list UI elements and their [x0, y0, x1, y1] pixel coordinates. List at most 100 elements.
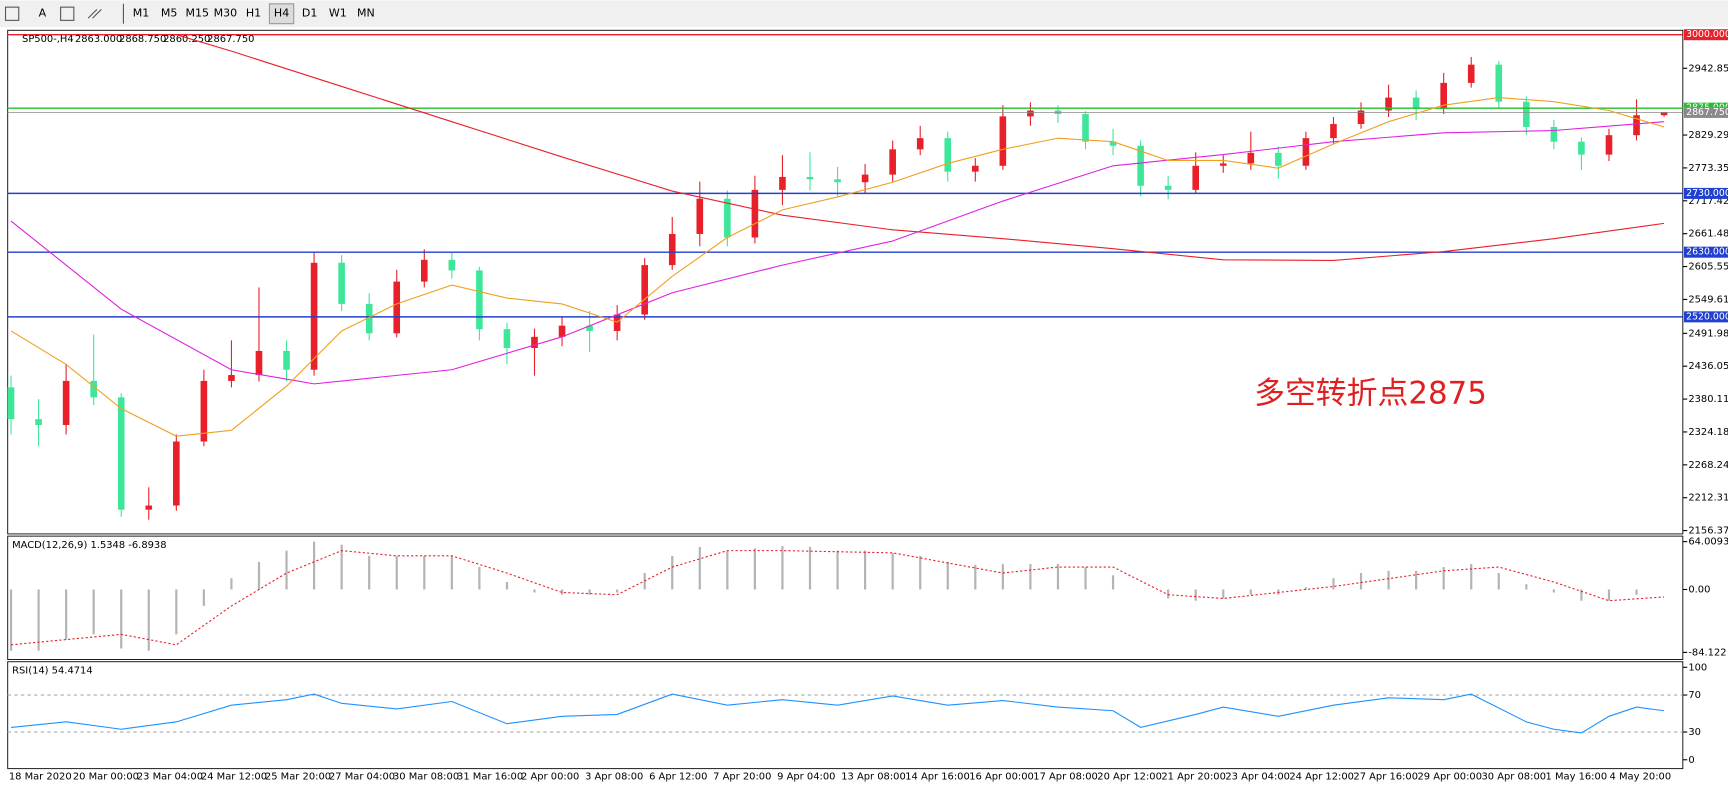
time-label: 16 Apr 00:00 — [969, 771, 1034, 782]
panel-title: RSI(14) 54.4714 — [12, 666, 93, 677]
y-tick-label: 2942.855 — [1688, 63, 1728, 74]
y-tick-label: -84.122 — [1688, 647, 1726, 658]
time-label: 18 Mar 2020 — [9, 771, 72, 782]
price-level-box — [1683, 246, 1728, 258]
candle-body — [7, 387, 15, 420]
candle-body — [1164, 185, 1172, 190]
timeframe-button[interactable]: M5 — [161, 7, 178, 20]
time-label: 6 Apr 12:00 — [649, 771, 707, 782]
y-tick-label: 2156.375 — [1688, 526, 1728, 537]
y-tick-label: 2549.615 — [1688, 294, 1728, 305]
candle-body — [724, 198, 731, 238]
time-label: 21 Apr 20:00 — [1161, 771, 1226, 782]
text-tool[interactable]: A — [39, 7, 47, 20]
candle-body — [972, 165, 979, 172]
timeframe-button[interactable]: D1 — [302, 7, 318, 20]
time-label: 30 Apr 08:00 — [1481, 771, 1546, 782]
price-level-label: 2630.000 — [1686, 247, 1728, 258]
candle-body — [641, 265, 648, 315]
time-label: 31 Mar 16:00 — [457, 771, 523, 782]
y-tick-label: 2268.245 — [1688, 460, 1728, 471]
candle-body — [1330, 124, 1337, 139]
y-tick-label: 2661.485 — [1688, 229, 1728, 240]
ohlc-info: 2863.000 — [75, 34, 122, 45]
candle-body — [1027, 110, 1034, 117]
time-label: 24 Apr 12:00 — [1289, 771, 1354, 782]
text-label-icon[interactable] — [60, 6, 75, 21]
y-tick-label: 2605.550 — [1688, 262, 1728, 273]
candle-body — [1192, 165, 1200, 190]
candle-body — [1275, 152, 1282, 166]
y-tick-label: 2212.310 — [1688, 493, 1728, 504]
candle-body — [779, 176, 786, 190]
timeframe-button[interactable]: H4 — [274, 7, 289, 20]
ohlc-info: 2860.250 — [163, 34, 210, 45]
time-label: 23 Apr 04:00 — [1225, 771, 1290, 782]
candle-body — [283, 350, 290, 370]
time-label: 2 Apr 00:00 — [521, 771, 579, 782]
y-tick-label: 64.0093 — [1688, 537, 1728, 548]
y-tick-label: 2436.050 — [1688, 361, 1728, 372]
y-tick-label: 100 — [1688, 662, 1707, 673]
panel-frame — [7, 535, 1684, 660]
candle-body — [448, 259, 456, 271]
crosshair-icon[interactable] — [4, 6, 20, 21]
y-tick-label: 0 — [1688, 755, 1694, 766]
candle-body — [1385, 97, 1392, 111]
candle-body — [1357, 110, 1365, 125]
time-label: 7 Apr 20:00 — [713, 771, 771, 782]
y-tick-label: 0.00 — [1688, 584, 1710, 595]
time-label: 4 May 20:00 — [1610, 771, 1672, 782]
candle-body — [145, 505, 153, 510]
candle-body — [255, 350, 263, 376]
y-tick-label: 70 — [1688, 690, 1701, 701]
price-level-label: 3000.000 — [1686, 29, 1728, 40]
y-tick-label: 2380.115 — [1688, 394, 1728, 405]
candle-body — [531, 336, 538, 349]
candle-body — [944, 138, 952, 172]
price-level-box — [1683, 187, 1728, 199]
candle-body — [613, 314, 621, 331]
candle-body — [834, 179, 841, 183]
objects-icon[interactable] — [87, 8, 102, 19]
candle-body — [861, 174, 869, 183]
time-label: 20 Apr 12:00 — [1097, 771, 1162, 782]
indicator-line — [10, 97, 1665, 437]
candle-body — [1633, 115, 1640, 136]
candle-body — [338, 262, 345, 304]
candle-body — [200, 380, 208, 442]
candle-body — [393, 281, 401, 334]
candle-body — [117, 397, 125, 510]
timeframe-button[interactable]: M30 — [214, 7, 238, 20]
time-label: 1 May 16:00 — [1546, 771, 1608, 782]
candle-body — [806, 176, 814, 180]
price-level-box — [1683, 106, 1728, 118]
ohlc-info: 2868.750 — [119, 34, 166, 45]
indicator-line — [10, 693, 1665, 734]
timeframe-button[interactable]: M15 — [185, 7, 209, 20]
timeframe-button[interactable]: MN — [357, 7, 375, 20]
price-level-label: 2730.000 — [1686, 188, 1728, 199]
candle-body — [1440, 82, 1447, 109]
candle-body — [751, 189, 759, 238]
y-tick-label: 30 — [1688, 727, 1701, 738]
time-label: 14 Apr 16:00 — [905, 771, 970, 782]
timeframe-button[interactable]: M1 — [133, 7, 150, 20]
timeframe-button[interactable]: H1 — [246, 7, 261, 20]
panel-title: MACD(12,26,9) 1.5348 -6.8938 — [12, 540, 166, 551]
time-label: 20 Mar 00:00 — [73, 771, 139, 782]
candle-body — [586, 325, 593, 331]
y-tick-label: 2491.985 — [1688, 328, 1728, 339]
candle-body — [1412, 97, 1420, 109]
timeframe-button[interactable]: W1 — [329, 7, 347, 20]
candle-body — [90, 380, 97, 398]
time-label: 29 Apr 00:00 — [1417, 771, 1482, 782]
candle-body — [1605, 135, 1613, 155]
candle-body — [1467, 64, 1475, 83]
price-level-label: 2867.750 — [1686, 107, 1728, 118]
candle-body — [35, 419, 42, 426]
candle-body — [889, 149, 896, 175]
candle-body — [1550, 126, 1558, 142]
candle-body — [999, 116, 1007, 166]
candle-body — [1523, 101, 1530, 127]
